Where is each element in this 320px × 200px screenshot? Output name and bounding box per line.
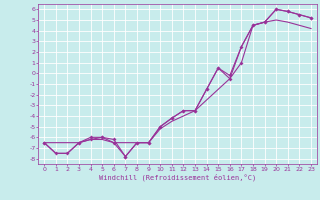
X-axis label: Windchill (Refroidissement éolien,°C): Windchill (Refroidissement éolien,°C): [99, 173, 256, 181]
